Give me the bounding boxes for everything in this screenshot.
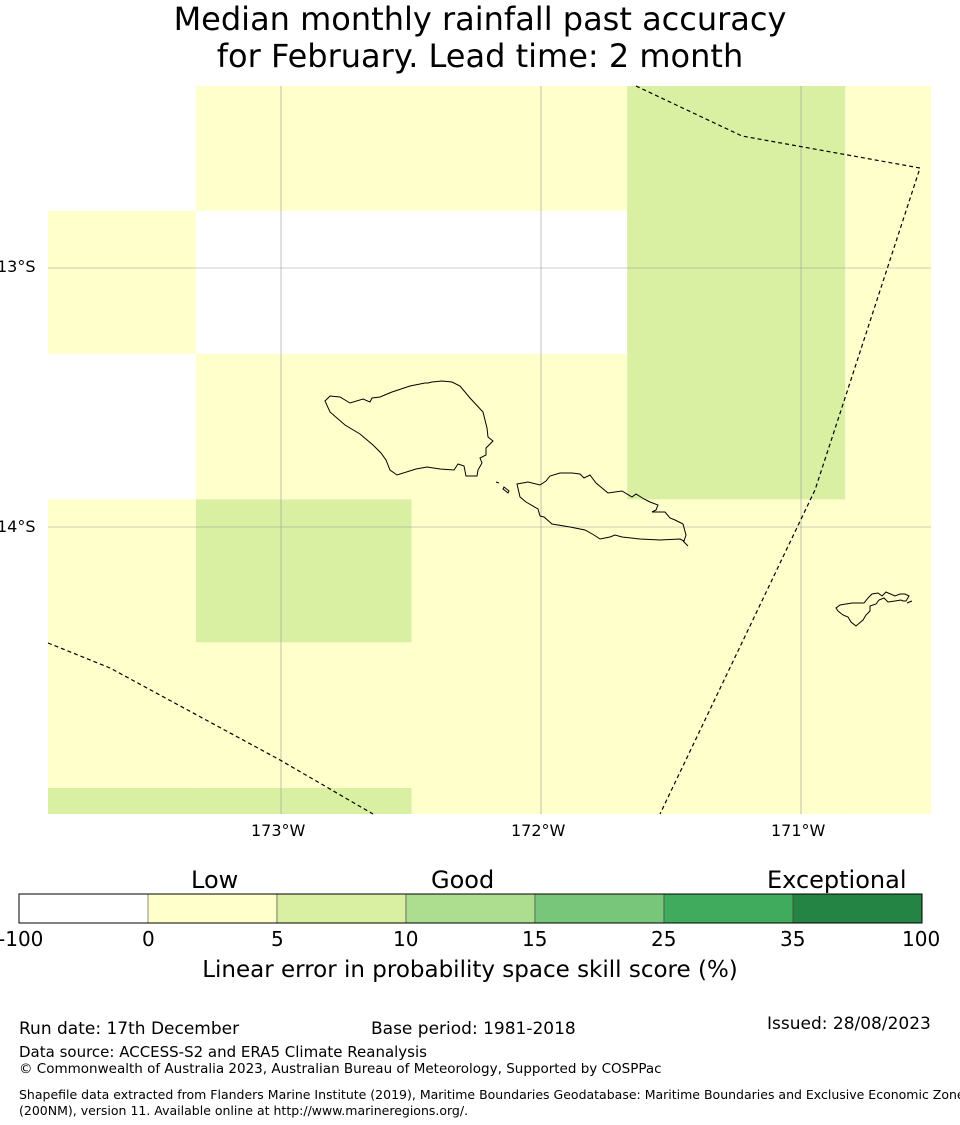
lon-label-171w: 171°W <box>771 821 826 840</box>
skill-cell-3 <box>48 210 197 354</box>
colorbar-tick-10: 10 <box>393 927 419 951</box>
aunuu-islet-outline <box>906 600 913 604</box>
colorbar-tick-100: 100 <box>902 927 941 951</box>
colorbar-segment-1 <box>147 893 278 924</box>
colorbar-segment-2 <box>276 893 407 924</box>
copyright: © Commonwealth of Australia 2023, Austra… <box>19 1061 662 1077</box>
skill-cell-4 <box>196 353 628 500</box>
coastlines <box>324 380 913 627</box>
skill-cell-9 <box>48 788 412 814</box>
upolu-east-tip <box>682 540 689 547</box>
category-label-low: Low <box>191 866 239 894</box>
lon-label-173w: 173°W <box>251 821 306 840</box>
colorbar-border <box>18 893 923 924</box>
apolima-islet-outline <box>495 481 500 484</box>
colorbar-segment-4 <box>534 893 665 924</box>
colorbar-tick-35: 35 <box>780 927 806 951</box>
colorbar <box>18 893 923 924</box>
upolu-island-outline <box>516 472 687 542</box>
eez-boundary-southwest <box>47 642 374 815</box>
colorbar-segment-0 <box>19 894 148 923</box>
eez-boundary-northeast <box>635 85 921 815</box>
skill-cell-5 <box>48 499 197 814</box>
skill-cell-6 <box>196 499 412 643</box>
colorbar-tick-neg100: -100 <box>0 927 44 951</box>
map-title-line1: Median monthly rainfall past accuracy <box>173 0 787 38</box>
issued-date: Issued: 28/08/2023 <box>767 1014 931 1034</box>
colorbar-tick-25: 25 <box>651 927 677 951</box>
data-source: Data source: ACCESS-S2 and ERA5 Climate … <box>19 1043 427 1061</box>
skill-cell-2 <box>845 86 931 814</box>
colorbar-title: Linear error in probability space skill … <box>202 957 738 983</box>
lat-label-14s: 14°S <box>0 517 36 536</box>
colorbar-tick-5: 5 <box>271 927 284 951</box>
colorbar-tick-0: 0 <box>142 927 155 951</box>
skill-cell-7 <box>196 642 412 788</box>
shapefile-credit-line2: (200NM), version 11. Available online at… <box>19 1103 469 1118</box>
skill-cell-0 <box>196 86 628 211</box>
skill-grid-cells <box>48 86 931 814</box>
shapefile-credit-line1: Shapefile data extracted from Flanders M… <box>19 1087 960 1102</box>
map-title-line2: for February. Lead time: 2 month <box>216 37 744 75</box>
skill-cell-1 <box>627 86 846 500</box>
savaii-island-outline <box>324 380 494 477</box>
colorbar-segment-5 <box>663 893 794 924</box>
base-period: Base period: 1981-2018 <box>371 1019 576 1039</box>
colorbar-tick-15: 15 <box>522 927 548 951</box>
colorbar-segment-3 <box>405 893 536 924</box>
maritime-boundaries <box>47 85 921 815</box>
category-label-good: Good <box>431 866 495 894</box>
graticule <box>48 86 931 814</box>
category-label-exceptional: Exceptional <box>767 866 907 894</box>
skill-cell-8 <box>411 499 846 814</box>
colorbar-segment-6 <box>792 893 923 924</box>
lat-label-13s: 13°S <box>0 257 36 276</box>
rainfall-skill-map <box>47 85 931 815</box>
tutuila-island-outline <box>835 591 910 627</box>
run-date: Run date: 17th December <box>19 1019 240 1039</box>
manono-islet-outline <box>502 486 510 494</box>
lon-label-172w: 172°W <box>511 821 566 840</box>
